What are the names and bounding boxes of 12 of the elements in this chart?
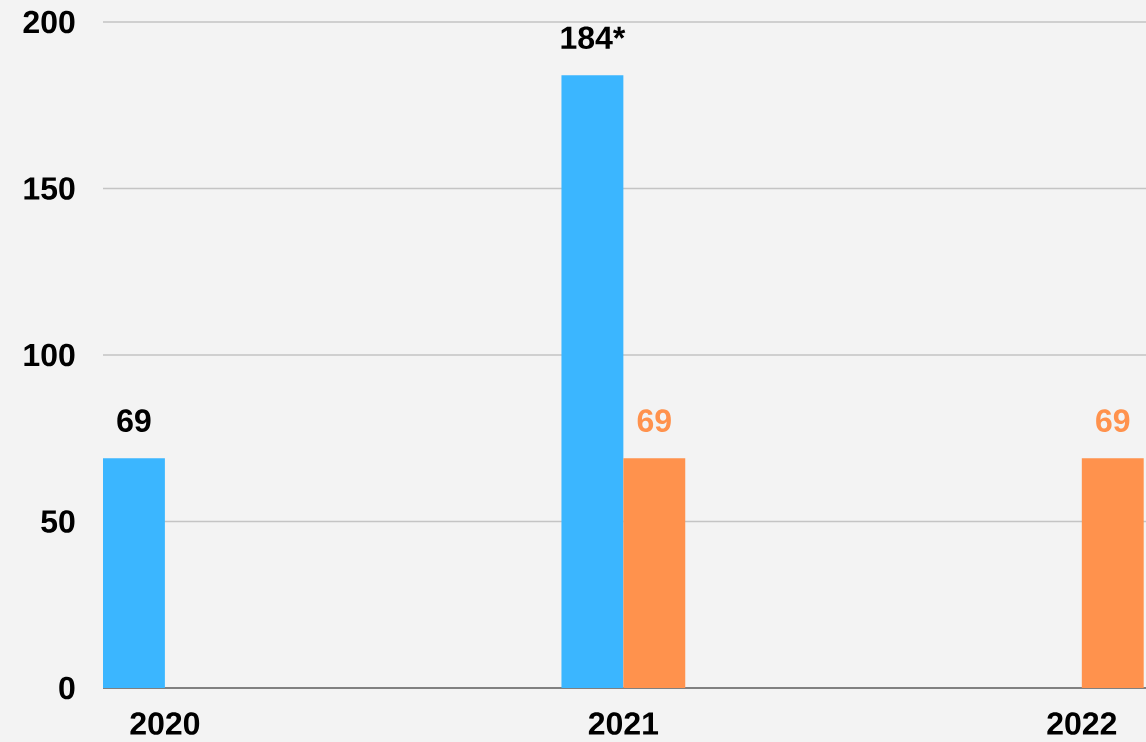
data-label: 69: [637, 409, 671, 433]
y-tick-label: 150: [24, 177, 75, 200]
y-tick-label: 200: [23, 10, 75, 34]
data-label: 69: [117, 409, 151, 433]
y-tick-label: 100: [24, 343, 75, 367]
x-tick-label: 2021: [588, 712, 659, 735]
data-label: 184*: [561, 26, 626, 50]
x-tick-label: 2022: [1047, 712, 1117, 735]
x-tick-label: 2020: [130, 712, 200, 735]
y-tick-label: 50: [41, 510, 75, 533]
data-label: 69: [1096, 409, 1130, 433]
y-tick-label: 0: [59, 676, 75, 700]
